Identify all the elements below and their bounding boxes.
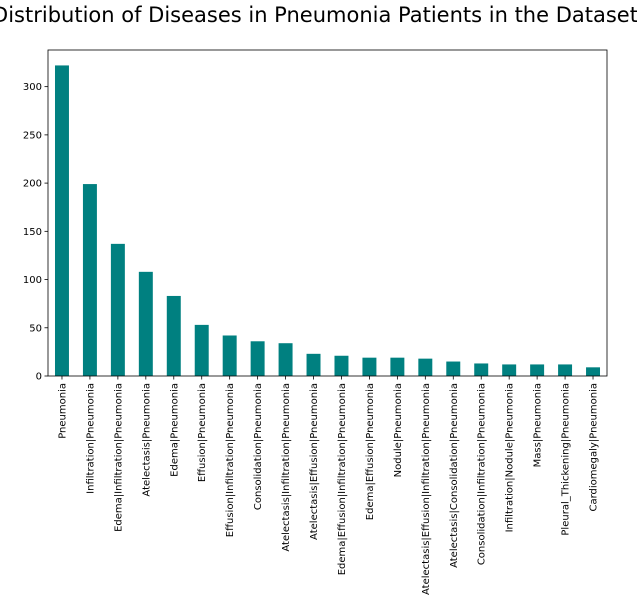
y-tick-label: 300 bbox=[23, 82, 42, 93]
bar bbox=[278, 343, 293, 376]
bar bbox=[250, 341, 265, 376]
x-tick-label: Infiltration|Pneumonia bbox=[85, 383, 96, 494]
x-tick-label: Atelectasis|Effusion|Infiltration|Pneumo… bbox=[421, 383, 432, 595]
x-tick-label: Pleural_Thickening|Pneumonia bbox=[561, 383, 572, 536]
bar bbox=[110, 243, 125, 376]
x-tick-label: Effusion|Pneumonia bbox=[197, 383, 208, 482]
x-tick-label: Edema|Pneumonia bbox=[169, 383, 180, 477]
bar bbox=[446, 361, 461, 376]
bar bbox=[586, 367, 601, 376]
bar bbox=[194, 324, 209, 376]
bar bbox=[390, 357, 405, 376]
x-tick-label: Edema|Effusion|Infiltration|Pneumonia bbox=[337, 383, 348, 575]
x-tick-label: Edema|Infiltration|Pneumonia bbox=[113, 383, 124, 532]
x-tick-label: Atelectasis|Infiltration|Pneumonia bbox=[281, 383, 292, 552]
bar bbox=[166, 295, 181, 376]
bar bbox=[502, 364, 517, 376]
y-tick-label: 50 bbox=[29, 323, 42, 334]
y-tick-label: 100 bbox=[23, 275, 42, 286]
x-tick-label: Effusion|Infiltration|Pneumonia bbox=[225, 383, 236, 537]
bar bbox=[334, 355, 349, 376]
bar bbox=[530, 364, 545, 376]
y-tick-label: 0 bbox=[36, 372, 42, 383]
x-tick-label: Mass|Pneumonia bbox=[533, 383, 544, 467]
bar bbox=[474, 363, 489, 376]
y-axis: 0 50 100 150 200 250 300 bbox=[23, 82, 48, 383]
x-tick-label: Nodule|Pneumonia bbox=[393, 383, 404, 477]
x-tick-label: Atelectasis|Effusion|Pneumonia bbox=[309, 383, 320, 540]
x-tick-label: Consolidation|Infiltration|Pneumonia bbox=[477, 383, 488, 565]
bar bbox=[222, 335, 237, 376]
y-tick-label: 200 bbox=[23, 179, 42, 190]
bar bbox=[558, 364, 573, 376]
bar bbox=[306, 353, 321, 376]
bars-group bbox=[54, 65, 601, 377]
bar bbox=[82, 184, 97, 376]
x-tick-label: Edema|Effusion|Pneumonia bbox=[365, 383, 376, 520]
bar bbox=[54, 65, 69, 377]
x-tick-label: Atelectasis|Pneumonia bbox=[141, 383, 152, 497]
x-tick-label: Consolidation|Pneumonia bbox=[253, 383, 264, 510]
bar bbox=[138, 271, 153, 376]
x-tick-label: Atelectasis|Consolidation|Pneumonia bbox=[449, 383, 460, 568]
y-tick-label: 150 bbox=[23, 227, 42, 238]
bar bbox=[418, 358, 433, 376]
y-tick-label: 250 bbox=[23, 130, 42, 141]
bar bbox=[362, 357, 377, 376]
chart-title: Distribution of Diseases in Pneumonia Pa… bbox=[0, 3, 637, 27]
plot-frame bbox=[47, 49, 608, 377]
x-tick-label: Pneumonia bbox=[57, 383, 68, 439]
x-axis: Pneumonia Infiltration|Pneumonia Edema|Inf… bbox=[57, 376, 600, 595]
x-tick-label: Infiltration|Nodule|Pneumonia bbox=[505, 383, 516, 532]
x-tick-label: Cardiomegaly|Pneumonia bbox=[589, 383, 600, 512]
